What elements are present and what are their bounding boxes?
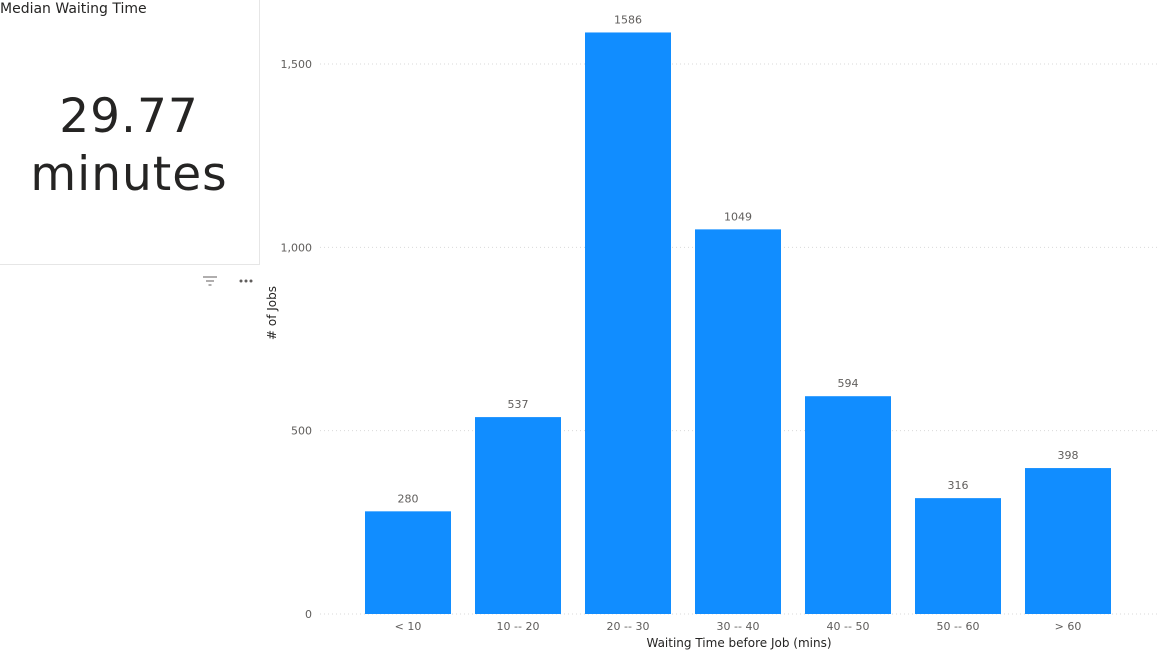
data-label: 280 <box>398 492 419 505</box>
kpi-value: 29.77 <box>59 89 199 144</box>
data-label: 316 <box>948 479 969 492</box>
kpi-unit: minutes <box>30 147 228 202</box>
data-label: 1049 <box>724 210 752 223</box>
kpi-card: Median Waiting Time 29.77 minutes <box>0 0 260 265</box>
x-tick-label: 10 -- 20 <box>497 620 540 633</box>
x-tick-label: 20 -- 30 <box>607 620 650 633</box>
visual-header-icons <box>200 272 256 290</box>
bar[interactable] <box>695 229 781 614</box>
y-tick-label: 1,000 <box>281 241 313 254</box>
data-label: 537 <box>508 398 529 411</box>
data-label: 594 <box>838 377 859 390</box>
x-axis-title: Waiting Time before Job (mins) <box>646 636 831 650</box>
y-tick-label: 500 <box>291 425 312 438</box>
bar[interactable] <box>585 32 671 614</box>
bar[interactable] <box>365 511 451 614</box>
data-label: 398 <box>1058 449 1079 462</box>
data-label: 1586 <box>614 13 642 26</box>
x-tick-label: > 60 <box>1055 620 1082 633</box>
kpi-card-title: Median Waiting Time <box>0 1 147 17</box>
kpi-value-block: 29.77 minutes <box>0 88 258 204</box>
filter-icon[interactable] <box>200 272 220 290</box>
y-tick-label: 0 <box>305 608 312 621</box>
bar[interactable] <box>1025 468 1111 614</box>
y-axis-title: # of Jobs <box>265 286 279 340</box>
x-tick-label: 40 -- 50 <box>827 620 870 633</box>
more-options-icon[interactable] <box>236 272 256 290</box>
x-tick-label: < 10 <box>395 620 422 633</box>
bar-chart: 0 500 1,000 1,500 280 < 10 537 10 -- 20 1586 20 -… <box>265 13 1158 650</box>
y-tick-label: 1,500 <box>281 58 313 71</box>
x-tick-label: 50 -- 60 <box>937 620 980 633</box>
bar[interactable] <box>915 498 1001 614</box>
x-tick-label: 30 -- 40 <box>717 620 760 633</box>
bar[interactable] <box>805 396 891 614</box>
bar[interactable] <box>475 417 561 614</box>
